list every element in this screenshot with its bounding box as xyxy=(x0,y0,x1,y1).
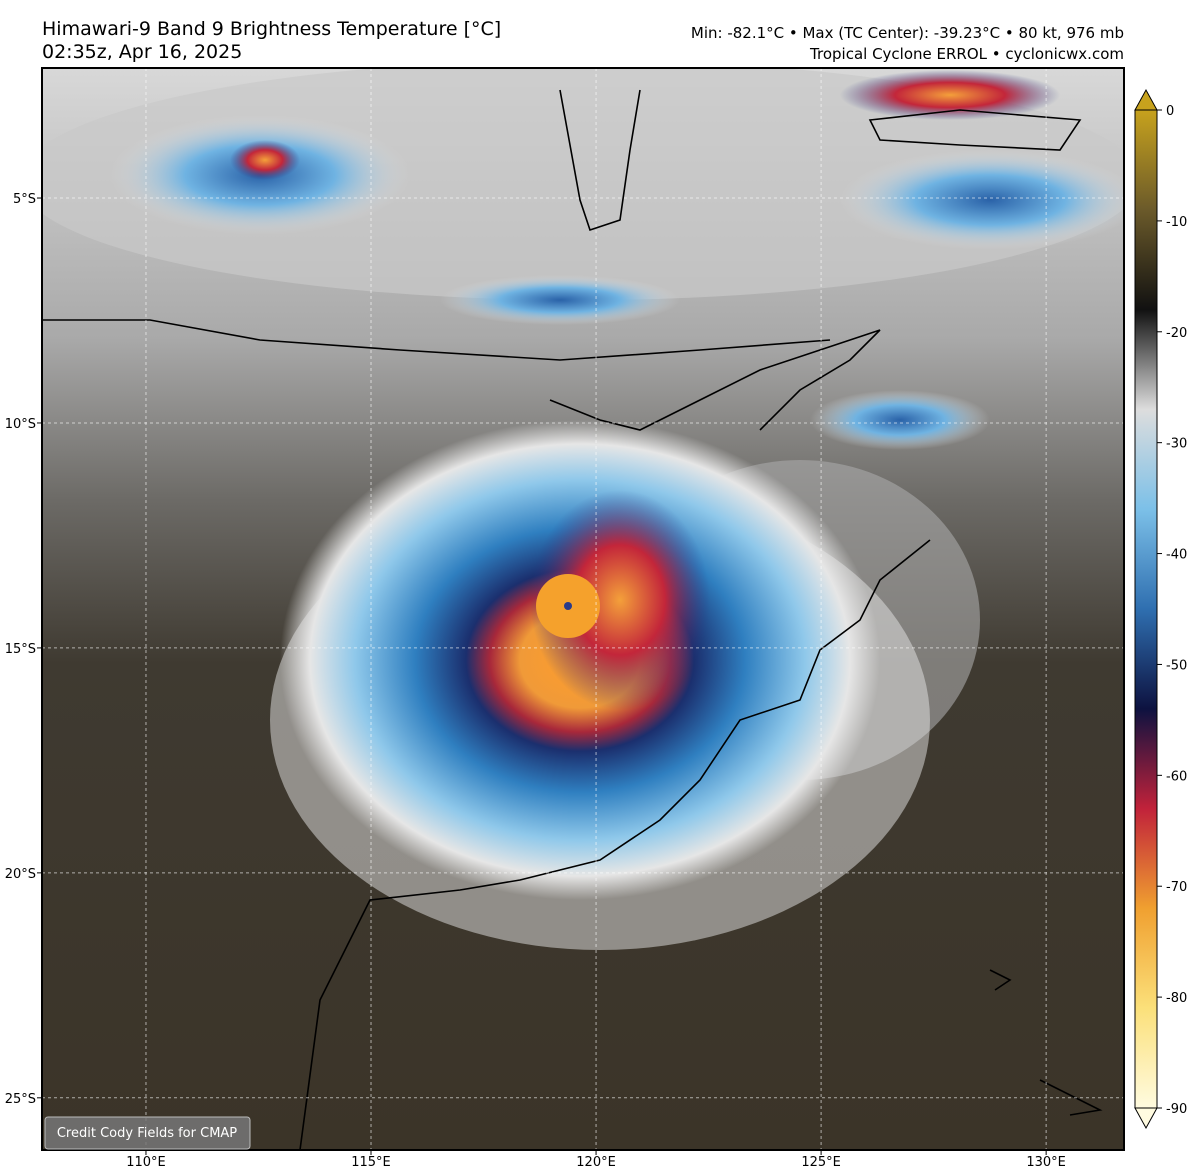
colorbar-tick-label: -70 xyxy=(1166,880,1187,895)
lon-tick-label: 130°E xyxy=(1026,1155,1066,1170)
colorbar-tick-label: -80 xyxy=(1166,991,1187,1006)
lat-tick-label: 5°S xyxy=(13,192,36,207)
lat-tick-label: 25°S xyxy=(5,1092,36,1107)
colorbar-tick-label: -60 xyxy=(1166,769,1187,784)
colorbar-extend-bottom xyxy=(1134,1107,1158,1130)
title: Himawari-9 Band 9 Brightness Temperature… xyxy=(42,18,501,40)
colorbar-tick-label: 0 xyxy=(1166,104,1174,119)
imagery xyxy=(42,68,1124,1150)
colorbar-tick-label: -40 xyxy=(1166,548,1187,563)
credit-box xyxy=(44,1116,251,1150)
time: 02:35z, Apr 16, 2025 xyxy=(42,41,242,63)
colorbar xyxy=(1134,109,1158,1109)
map-frame xyxy=(41,67,1125,1151)
grid xyxy=(42,68,1124,1150)
colorbar-tick-label: -10 xyxy=(1166,215,1187,230)
colorbar-extend-top xyxy=(1134,88,1158,111)
source: Tropical Cyclone ERROL • cyclonicwx.com xyxy=(809,45,1124,63)
colorbar-tick-label: -20 xyxy=(1166,326,1187,341)
lat-tick-label: 20°S xyxy=(5,867,36,882)
stats: Min: -82.1°C • Max (TC Center): -39.23°C… xyxy=(691,24,1124,42)
colorbar-tick-label: -30 xyxy=(1166,437,1187,452)
lat-tick-label: 15°S xyxy=(5,642,36,657)
lon-tick-label: 115°E xyxy=(351,1155,391,1170)
lon-tick-label: 125°E xyxy=(801,1155,841,1170)
colorbar-tick-label: -90 xyxy=(1166,1102,1187,1117)
credit: Credit Cody Fields for CMAP xyxy=(57,1126,237,1141)
lon-tick-label: 120°E xyxy=(576,1155,616,1170)
lat-tick-label: 10°S xyxy=(5,417,36,432)
lon-tick-label: 110°E xyxy=(126,1155,166,1170)
colorbar-tick-label: -50 xyxy=(1166,658,1187,673)
